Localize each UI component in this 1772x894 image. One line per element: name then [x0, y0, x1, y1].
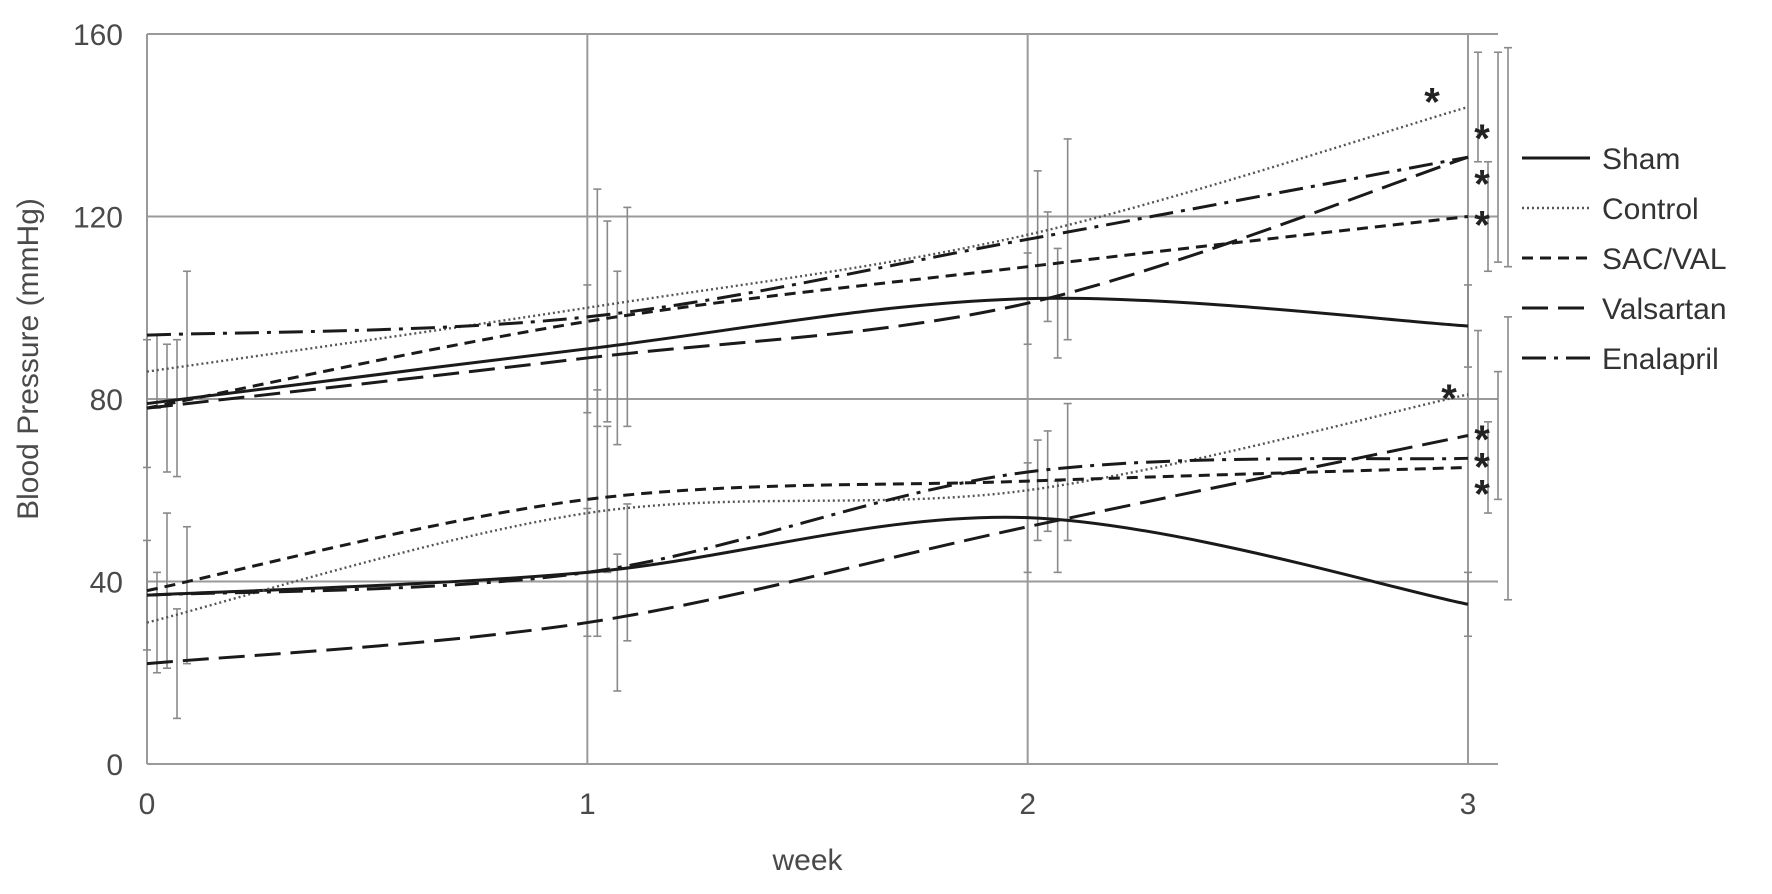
legend-label: Sham — [1602, 143, 1680, 176]
significance-markers: ******** — [1424, 80, 1490, 516]
series-line-sac-val-diastolic — [146, 465, 1469, 593]
series-line-valsartan-diastolic — [146, 434, 1469, 666]
series-line-control-diastolic — [146, 393, 1469, 624]
series-line-enalapril-diastolic — [146, 456, 1469, 597]
legend: Sham Control SAC/VAL Valsartan Enalapril — [1522, 143, 1727, 376]
significance-star: * — [1424, 80, 1440, 124]
error-bars — [143, 46, 1512, 720]
y-axis-title: Blood Pressure (mmHg) — [12, 198, 45, 520]
significance-star: * — [1474, 418, 1490, 462]
series-line-valsartan-systolic — [146, 155, 1469, 410]
significance-star: * — [1474, 117, 1490, 161]
y-tick-label: 160 — [73, 19, 123, 52]
legend-label: SAC/VAL — [1602, 243, 1727, 276]
series-line-sham-diastolic — [146, 515, 1469, 606]
y-tick-label: 120 — [73, 202, 123, 235]
series-line-sham-systolic — [146, 296, 1469, 406]
significance-star: * — [1474, 473, 1490, 517]
x-tick-label: 2 — [1019, 788, 1036, 821]
x-axis-title: week — [771, 844, 843, 877]
grid — [146, 33, 1498, 765]
significance-star: * — [1474, 445, 1490, 489]
significance-star: * — [1474, 204, 1490, 248]
y-tick-label: 0 — [106, 749, 123, 782]
legend-label: Enalapril — [1602, 343, 1719, 376]
significance-star: * — [1441, 377, 1457, 421]
significance-star: * — [1474, 162, 1490, 206]
x-tick-label: 0 — [139, 788, 156, 821]
x-tick-label: 3 — [1460, 788, 1477, 821]
y-tick-label: 80 — [90, 384, 123, 417]
series-lines — [146, 105, 1469, 666]
y-tick-label: 40 — [90, 567, 123, 600]
series-line-sac-val-systolic — [146, 215, 1469, 410]
x-tick-label: 1 — [579, 788, 596, 821]
series-line-enalapril-systolic — [146, 155, 1469, 337]
legend-label: Valsartan — [1602, 293, 1727, 326]
axes: 0 40 80 120 160 0 1 2 3 — [73, 19, 1476, 821]
legend-label: Control — [1602, 193, 1699, 226]
